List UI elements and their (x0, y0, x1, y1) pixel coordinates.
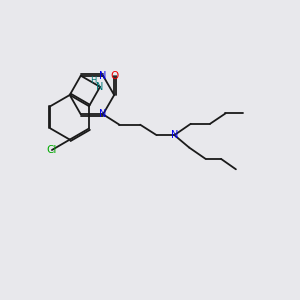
Text: H: H (90, 76, 97, 85)
Text: O: O (110, 71, 118, 81)
Text: N: N (96, 82, 104, 92)
Text: N: N (99, 109, 107, 119)
Text: N: N (171, 130, 178, 140)
Text: Cl: Cl (47, 145, 57, 155)
Text: N: N (99, 71, 107, 81)
